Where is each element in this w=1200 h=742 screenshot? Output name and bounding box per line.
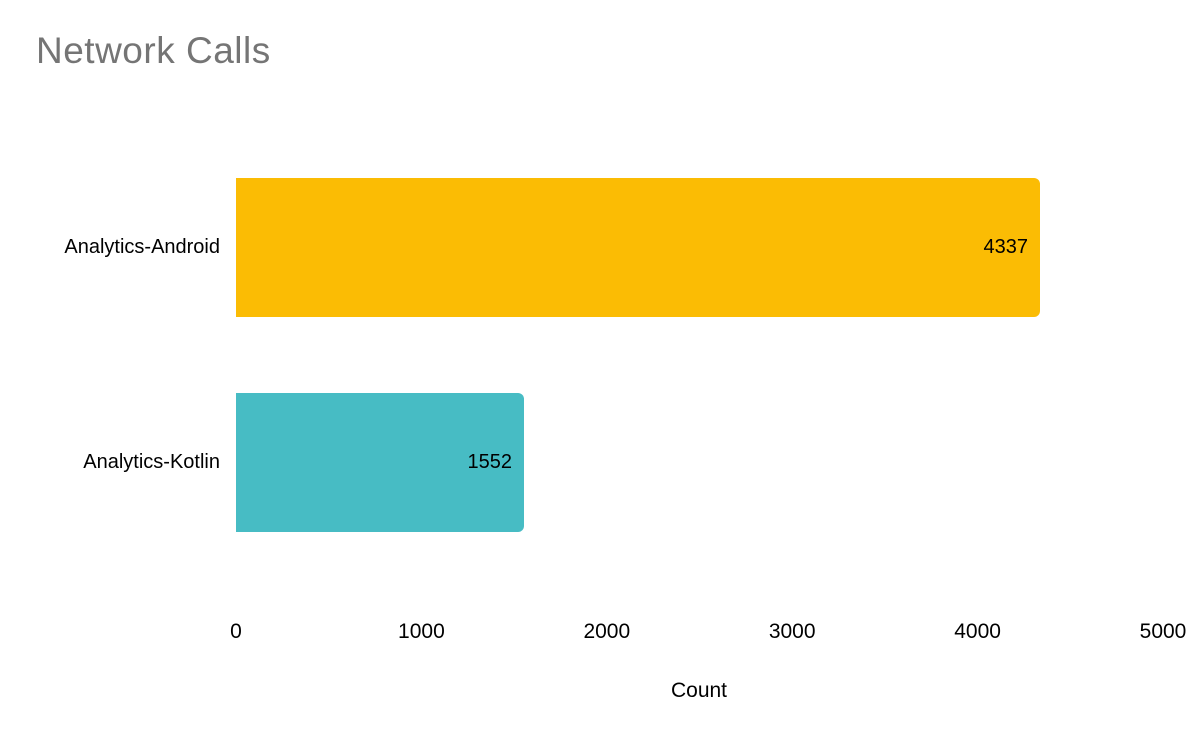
bar-analytics-kotlin: 1552: [236, 393, 524, 532]
x-tick-label: 0: [230, 620, 242, 643]
category-label: Analytics-Kotlin: [83, 451, 220, 473]
bar-value-label: 1552: [467, 451, 513, 473]
bar-value-label: 4337: [983, 236, 1029, 258]
x-tick-label: 1000: [398, 620, 445, 643]
x-tick-label: 5000: [1139, 620, 1187, 643]
category-label: Analytics-Android: [64, 236, 220, 258]
bar-analytics-android: 4337: [236, 178, 1040, 317]
x-tick-label: 3000: [768, 620, 816, 643]
x-axis-title: Count: [670, 679, 728, 702]
chart-title: Network Calls: [36, 30, 271, 71]
x-tick-label: 4000: [954, 620, 1001, 643]
x-tick-label: 2000: [583, 620, 631, 643]
